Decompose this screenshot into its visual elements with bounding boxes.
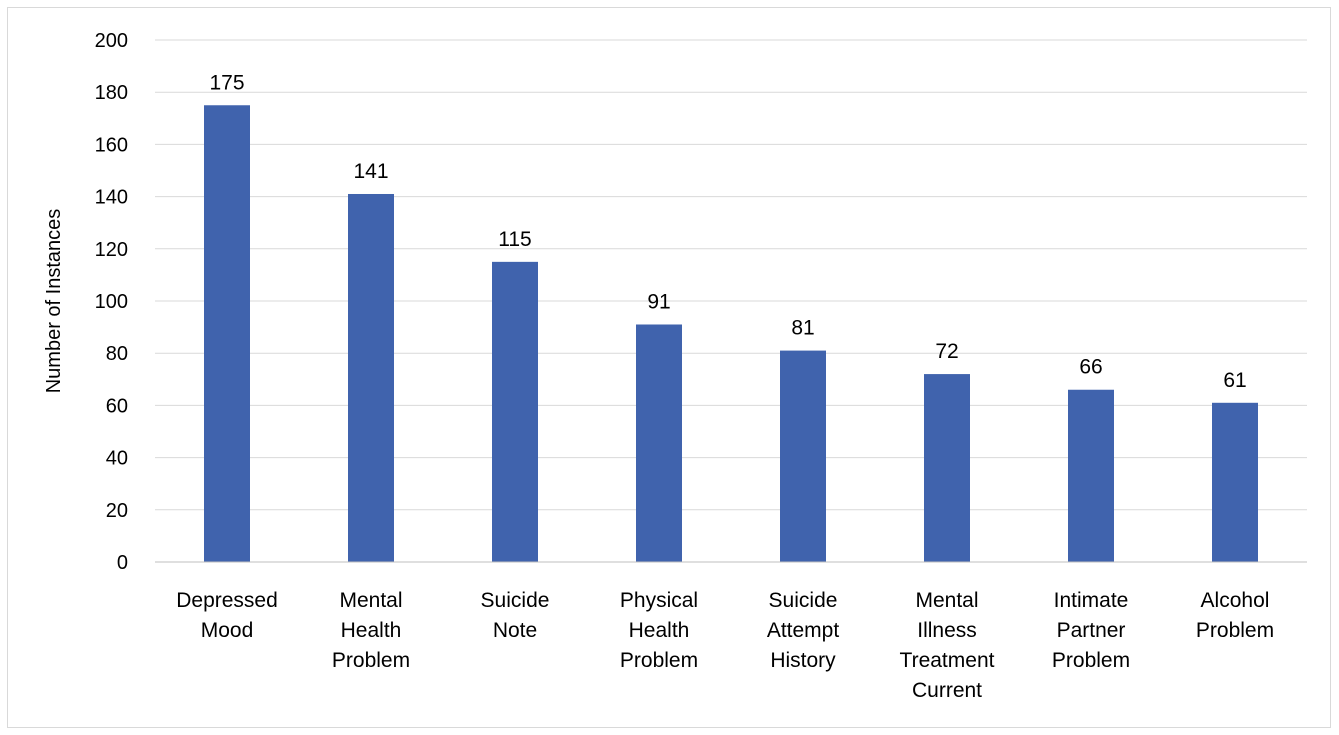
y-axis-tick-labels: 0 20 40 60 80 100 120 140 160 180 200 (95, 30, 128, 574)
y-tick-label: 200 (95, 30, 128, 52)
x-tick-label: Depressed Mood (176, 589, 278, 642)
y-tick-label: 100 (95, 291, 128, 313)
x-tick-label: Mental Illness Treatment Current (900, 589, 995, 702)
data-label: 91 (647, 290, 670, 313)
data-label: 141 (353, 160, 388, 183)
x-tick-label-line: Current (912, 679, 982, 702)
x-tick-label-line: Problem (620, 649, 698, 672)
x-tick-label-line: Depressed (176, 589, 278, 612)
x-tick-label-line: Partner (1057, 619, 1126, 642)
y-tick-label: 120 (95, 239, 128, 261)
x-tick-label-line: Attempt (767, 619, 840, 642)
x-tick-label: Physical Health Problem (620, 589, 698, 672)
y-tick-label: 180 (95, 82, 128, 104)
x-tick-label: Suicide Note (481, 589, 550, 642)
data-label: 115 (498, 228, 531, 251)
x-tick-label: Alcohol Problem (1196, 589, 1274, 642)
bar (492, 261, 538, 562)
data-label: 81 (791, 317, 814, 340)
y-tick-label: 160 (95, 134, 128, 156)
x-tick-label-line: Illness (917, 619, 977, 642)
bar (204, 105, 250, 562)
x-axis-category-labels: Depressed Mood Mental Health Problem Suicide N… (176, 589, 1274, 702)
y-tick-label: 20 (106, 500, 128, 522)
x-tick-label-line: Mental (339, 589, 402, 612)
data-label: 61 (1223, 369, 1246, 392)
y-tick-label: 40 (106, 448, 128, 470)
bar (1212, 402, 1258, 562)
bars (204, 105, 1258, 563)
x-tick-label-line: Note (493, 619, 537, 642)
data-label: 66 (1079, 356, 1102, 379)
bar (348, 193, 394, 563)
x-tick-label-line: Health (629, 619, 690, 642)
x-tick-label-line: Problem (332, 649, 410, 672)
x-tick-label-line: Intimate (1054, 589, 1129, 612)
x-tick-label-line: Mood (201, 619, 254, 642)
bar (636, 324, 682, 562)
x-tick-label: Suicide Attempt History (767, 589, 840, 672)
bar (780, 350, 826, 562)
x-tick-label-line: Treatment (900, 649, 995, 672)
data-labels: 175 141 115 91 81 72 66 61 (209, 71, 1246, 392)
y-tick-label: 60 (106, 395, 128, 417)
y-tick-label: 140 (95, 187, 128, 209)
x-tick-label-line: Suicide (769, 589, 838, 612)
y-tick-label: 0 (117, 552, 128, 574)
x-tick-label-line: History (770, 649, 836, 672)
data-label: 72 (935, 340, 958, 363)
x-tick-label-line: Health (341, 619, 402, 642)
y-tick-label: 80 (106, 343, 128, 365)
x-tick-label-line: Mental (915, 589, 978, 612)
x-tick-label-line: Suicide (481, 589, 550, 612)
data-label: 175 (209, 71, 244, 94)
x-tick-label-line: Alcohol (1201, 589, 1270, 612)
bar (1068, 389, 1114, 562)
x-tick-label: Mental Health Problem (332, 589, 410, 672)
gridlines (155, 39, 1307, 511)
x-tick-label-line: Physical (620, 589, 698, 612)
x-tick-label-line: Problem (1052, 649, 1130, 672)
x-tick-label: Intimate Partner Problem (1052, 589, 1130, 672)
bar (924, 374, 970, 562)
y-axis-title: Number of Instances (43, 209, 65, 394)
x-tick-label-line: Problem (1196, 619, 1274, 642)
